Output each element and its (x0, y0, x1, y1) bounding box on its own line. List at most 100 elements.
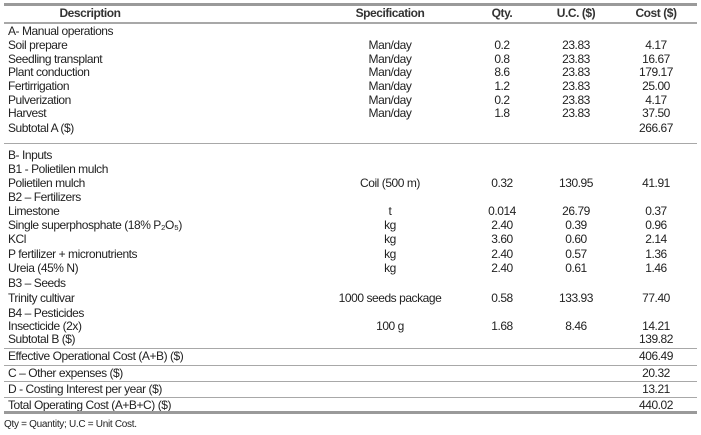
header-uc: U.C. ($) (556, 6, 596, 20)
row-description: Limestone (8, 204, 60, 218)
row-description: Ureia (45% N) (8, 261, 79, 275)
row-description: B- Inputs (8, 148, 52, 162)
row-qty: 0.32 (491, 176, 513, 190)
row-description: A- Manual operations (8, 24, 114, 38)
row-qty: 1.2 (494, 79, 510, 93)
row-unit-cost: 8.46 (565, 319, 587, 333)
row-cost: 14.21 (642, 319, 670, 333)
row-description: Single superphosphate (18% P₂O₅) (8, 218, 182, 232)
row-specification: Man/day (368, 106, 412, 120)
header-specification: Specification (355, 6, 425, 20)
row-qty: 0.8 (494, 52, 510, 66)
row-specification: Man/day (368, 65, 412, 79)
row-unit-cost: 23.83 (562, 79, 590, 93)
row-unit-cost: 23.83 (562, 106, 590, 120)
row-description: B3 – Seeds (8, 276, 66, 290)
row-description: KCl (8, 232, 26, 246)
row-qty: 0.58 (491, 291, 513, 305)
row-unit-cost: 0.61 (565, 261, 587, 275)
row-specification: Man/day (368, 38, 412, 52)
row-description: Fertirrigation (8, 79, 70, 93)
header-cost: Cost ($) (635, 6, 677, 20)
row-unit-cost: 23.83 (562, 38, 590, 52)
row-qty: 2.40 (491, 247, 513, 261)
row-description: P fertilizer + micronutrients (8, 247, 138, 261)
row-cost: 179.17 (638, 65, 674, 79)
row-qty: 0.014 (488, 204, 516, 218)
row-cost: 16.67 (642, 52, 670, 66)
row-cost: 4.17 (645, 93, 667, 107)
row-separator (4, 365, 697, 366)
row-qty: 8.6 (494, 65, 510, 79)
row-cost: 25.00 (642, 79, 670, 93)
row-description: Harvest (8, 106, 47, 120)
row-qty: 0.2 (494, 38, 510, 52)
row-cost: 440.02 (638, 398, 674, 412)
row-description: Soil prepare (8, 38, 68, 52)
row-specification: Man/day (368, 52, 412, 66)
row-cost: 4.17 (645, 38, 667, 52)
row-description: Effective Operational Cost (A+B) ($) (8, 349, 184, 363)
row-cost: 406.49 (638, 349, 674, 363)
row-description: C – Other expenses ($) (8, 366, 123, 380)
row-description: B4 – Pesticides (8, 306, 84, 320)
header-bottom-border (4, 22, 697, 24)
row-unit-cost: 130.95 (558, 176, 594, 190)
row-description: Trinity cultivar (8, 291, 75, 305)
header-description: Description (59, 6, 121, 20)
row-description: Plant conduction (8, 65, 90, 79)
row-description: D - Costing Interest per year ($) (8, 382, 162, 396)
row-description: Polietilen mulch (8, 176, 85, 190)
row-specification: Coil (500 m) (360, 176, 420, 190)
row-unit-cost: 23.83 (562, 65, 590, 79)
row-cost: 139.82 (638, 332, 674, 346)
header-qty: Qty. (491, 6, 513, 20)
row-description: Subtotal B ($) (8, 332, 76, 346)
row-cost: 266.67 (638, 121, 674, 135)
row-description: B2 – Fertilizers (8, 190, 81, 204)
row-specification: 1000 seeds package (338, 291, 442, 305)
table-bottom-border (4, 411, 697, 414)
row-specification: t (388, 204, 392, 218)
table-top-border (4, 3, 697, 6)
row-specification: Man/day (368, 93, 412, 107)
row-specification: kg (384, 232, 396, 246)
row-unit-cost: 0.39 (565, 218, 587, 232)
row-unit-cost: 23.83 (562, 52, 590, 66)
row-separator (4, 348, 697, 349)
row-unit-cost: 133.93 (558, 291, 594, 305)
row-cost: 0.96 (645, 218, 667, 232)
footnote: Qty = Quantity; U.C = Unit Cost. (4, 419, 137, 430)
row-specification: 100 g (376, 319, 404, 333)
row-description: Insecticide (2x) (8, 319, 82, 333)
row-description: Pulverization (8, 93, 71, 107)
row-cost: 13.21 (642, 382, 670, 396)
row-separator (4, 397, 697, 398)
row-unit-cost: 0.57 (565, 247, 587, 261)
row-unit-cost: 0.60 (565, 232, 587, 246)
row-cost: 0.37 (645, 204, 667, 218)
row-unit-cost: 26.79 (562, 204, 590, 218)
row-specification: kg (384, 247, 396, 261)
row-specification: kg (384, 218, 396, 232)
row-specification: Man/day (368, 79, 412, 93)
row-specification: kg (384, 261, 396, 275)
row-unit-cost: 23.83 (562, 93, 590, 107)
row-description: Subtotal A ($) (8, 121, 74, 135)
row-qty: 0.2 (494, 93, 510, 107)
row-separator (4, 381, 697, 382)
row-cost: 2.14 (645, 232, 667, 246)
row-separator (4, 143, 697, 144)
row-cost: 77.40 (642, 291, 670, 305)
row-qty: 2.40 (491, 218, 513, 232)
row-cost: 1.36 (645, 247, 667, 261)
row-qty: 2.40 (491, 261, 513, 275)
row-qty: 3.60 (491, 232, 513, 246)
row-qty: 1.8 (494, 106, 510, 120)
row-description: B1 - Polietilen mulch (8, 162, 108, 176)
row-cost: 1.46 (645, 261, 667, 275)
row-description: Seedling transplant (8, 52, 103, 66)
row-cost: 37.50 (642, 106, 670, 120)
row-qty: 1.68 (491, 319, 513, 333)
row-cost: 20.32 (642, 366, 670, 380)
